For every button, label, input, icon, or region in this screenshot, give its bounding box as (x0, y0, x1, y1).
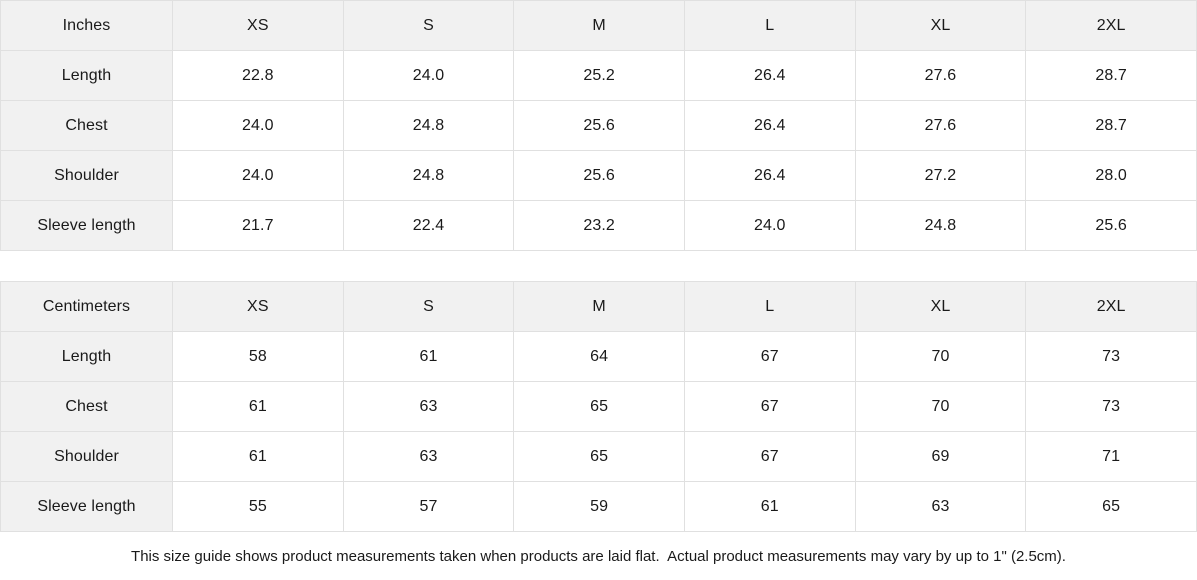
measurement-cell: 59 (513, 481, 685, 532)
measurement-cell: 61 (342, 331, 515, 382)
header-row: Inches XS S M L XL 2XL (0, 0, 1197, 51)
table-row: Shoulder 24.0 24.8 25.6 26.4 27.2 28.0 (0, 150, 1197, 201)
table-row: Chest 61 63 65 67 70 73 (0, 381, 1197, 432)
measurement-cell: 63 (854, 481, 1027, 532)
row-label-cell: Chest (0, 100, 173, 151)
row-label-cell: Length (0, 50, 173, 101)
table-row: Length 22.8 24.0 25.2 26.4 27.6 28.7 (0, 50, 1197, 101)
row-label-cell: Shoulder (0, 150, 173, 201)
size-column-header: M (513, 0, 685, 51)
measurement-cell: 24.8 (342, 100, 515, 151)
measurement-cell: 65 (513, 381, 685, 432)
measurement-cell: 24.0 (342, 50, 515, 101)
measurement-cell: 28.7 (1025, 50, 1197, 101)
table-row: Sleeve length 55 57 59 61 63 65 (0, 481, 1197, 532)
row-label-cell: Sleeve length (0, 200, 173, 251)
unit-cell: Centimeters (0, 281, 173, 332)
measurement-cell: 64 (513, 331, 685, 382)
table-row: Length 58 61 64 67 70 73 (0, 331, 1197, 382)
header-row: Centimeters XS S M L XL 2XL (0, 281, 1197, 332)
size-table-inches: Inches XS S M L XL 2XL Length 22.8 24.0 25.2 26.4 27… (0, 0, 1197, 251)
row-label-cell: Chest (0, 381, 173, 432)
measurement-cell: 65 (1025, 481, 1197, 532)
size-column-header: XL (854, 281, 1027, 332)
size-column-header: XS (172, 281, 344, 332)
measurement-cell: 28.0 (1025, 150, 1197, 201)
size-column-header: XS (172, 0, 344, 51)
measurement-cell: 61 (172, 431, 344, 482)
measurement-cell: 26.4 (683, 150, 856, 201)
measurement-cell: 26.4 (683, 50, 856, 101)
measurement-cell: 67 (683, 431, 856, 482)
unit-cell: Inches (0, 0, 173, 51)
measurement-cell: 57 (342, 481, 515, 532)
measurement-cell: 25.6 (1025, 200, 1197, 251)
measurement-cell: 58 (172, 331, 344, 382)
measurement-cell: 27.6 (854, 100, 1027, 151)
row-label-cell: Shoulder (0, 431, 173, 482)
measurement-cell: 24.0 (172, 150, 344, 201)
measurement-cell: 22.4 (342, 200, 515, 251)
measurement-cell: 71 (1025, 431, 1197, 482)
measurement-cell: 22.8 (172, 50, 344, 101)
measurement-cell: 27.6 (854, 50, 1027, 101)
measurement-cell: 24.8 (854, 200, 1027, 251)
size-column-header: XL (854, 0, 1027, 51)
size-column-header: 2XL (1025, 0, 1197, 51)
measurement-cell: 24.0 (172, 100, 344, 151)
measurement-cell: 21.7 (172, 200, 344, 251)
table-row: Shoulder 61 63 65 67 69 71 (0, 431, 1197, 482)
measurement-cell: 67 (683, 381, 856, 432)
measurement-cell: 24.8 (342, 150, 515, 201)
size-guide-note: This size guide shows product measuremen… (0, 532, 1197, 580)
size-column-header: M (513, 281, 685, 332)
size-column-header: L (683, 281, 856, 332)
measurement-cell: 26.4 (683, 100, 856, 151)
measurement-cell: 70 (854, 331, 1027, 382)
size-column-header: L (683, 0, 856, 51)
measurement-cell: 55 (172, 481, 344, 532)
table-row: Sleeve length 21.7 22.4 23.2 24.0 24.8 25.6 (0, 200, 1197, 251)
measurement-cell: 27.2 (854, 150, 1027, 201)
measurement-cell: 63 (342, 431, 515, 482)
row-label-cell: Sleeve length (0, 481, 173, 532)
measurement-cell: 65 (513, 431, 685, 482)
measurement-cell: 63 (342, 381, 515, 432)
measurement-cell: 61 (172, 381, 344, 432)
measurement-cell: 70 (854, 381, 1027, 432)
table-row: Chest 24.0 24.8 25.6 26.4 27.6 28.7 (0, 100, 1197, 151)
measurement-cell: 28.7 (1025, 100, 1197, 151)
measurement-cell: 24.0 (683, 200, 856, 251)
measurement-cell: 25.6 (513, 100, 685, 151)
size-column-header: S (342, 0, 515, 51)
size-column-header: S (342, 281, 515, 332)
measurement-cell: 67 (683, 331, 856, 382)
size-table-centimeters: Centimeters XS S M L XL 2XL Length 58 61 64 67 70 73 C… (0, 281, 1197, 532)
measurement-cell: 23.2 (513, 200, 685, 251)
table-spacer (0, 251, 1197, 281)
measurement-cell: 73 (1025, 381, 1197, 432)
row-label-cell: Length (0, 331, 173, 382)
measurement-cell: 25.2 (513, 50, 685, 101)
measurement-cell: 61 (683, 481, 856, 532)
measurement-cell: 25.6 (513, 150, 685, 201)
measurement-cell: 69 (854, 431, 1027, 482)
measurement-cell: 73 (1025, 331, 1197, 382)
size-column-header: 2XL (1025, 281, 1197, 332)
